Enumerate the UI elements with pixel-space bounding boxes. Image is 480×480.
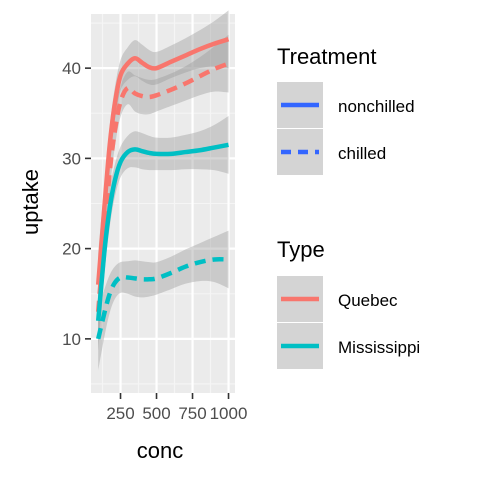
series-line-mississippi-chilled	[96, 257, 229, 340]
legend-label-nonchilled: nonchilled	[338, 97, 415, 116]
series-line-quebec-chilled	[95, 61, 230, 312]
x-axis: 250 500 750 1000	[106, 393, 247, 423]
x-axis-title: conc	[137, 438, 183, 463]
legend-label-mississippi: Mississippi	[338, 338, 420, 357]
legend-type: Type Quebec Mississippi	[277, 237, 420, 369]
series-lines	[95, 37, 230, 340]
x-tick-label-0: 250	[106, 404, 134, 423]
y-axis: 10 20 30 40	[62, 59, 91, 349]
legend-treatment: Treatment nonchilled chilled	[277, 44, 415, 175]
x-tick-label-1: 500	[142, 404, 170, 423]
y-tick-label-3: 40	[62, 59, 81, 78]
legend-type-title: Type	[277, 237, 325, 262]
y-tick-label-0: 10	[62, 330, 81, 349]
series-line-mississippi-nonchilled	[95, 142, 229, 322]
legend-treatment-title: Treatment	[277, 44, 376, 69]
ribbon-mississippi-chilled	[98, 230, 229, 371]
series-line-quebec-nonchilled	[95, 37, 230, 285]
legend-label-quebec: Quebec	[338, 291, 398, 310]
x-tick-label-2: 750	[178, 404, 206, 423]
y-tick-label-1: 20	[62, 240, 81, 259]
ribbon-quebec-chilled	[98, 34, 229, 344]
legend-label-chilled: chilled	[338, 144, 386, 163]
x-tick-label-3: 1000	[210, 404, 248, 423]
grid-major	[91, 14, 235, 393]
ribbon-mississippi-nonchilled	[98, 115, 229, 353]
y-tick-label-2: 30	[62, 149, 81, 168]
y-axis-title: uptake	[18, 169, 43, 235]
grid-minor	[91, 14, 235, 393]
